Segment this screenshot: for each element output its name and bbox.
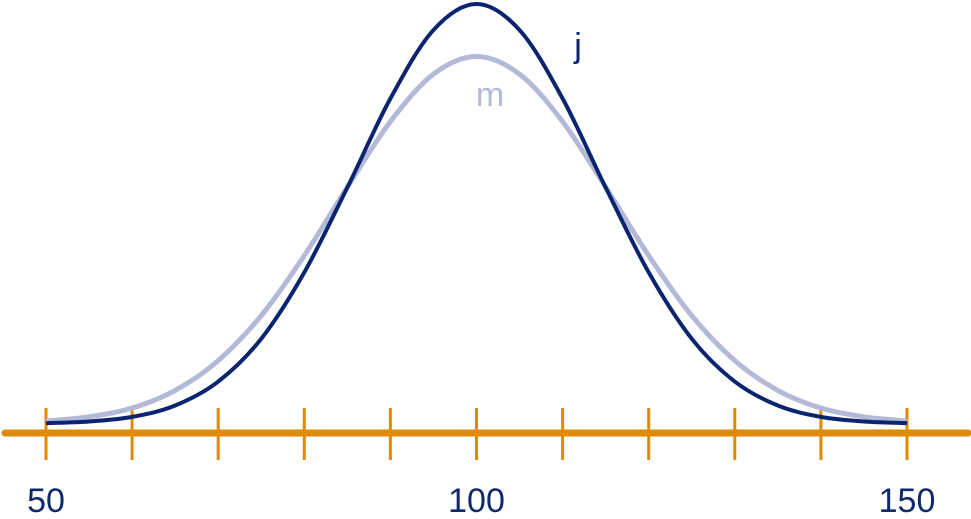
series-label: m: [476, 76, 504, 114]
series-label: j: [573, 27, 582, 65]
x-tick-label: 100: [448, 482, 505, 519]
line-series: [45, 1, 908, 426]
line-series: [45, 53, 908, 424]
x-tick-label: 150: [879, 482, 936, 519]
x-tick-label: 50: [27, 482, 65, 519]
